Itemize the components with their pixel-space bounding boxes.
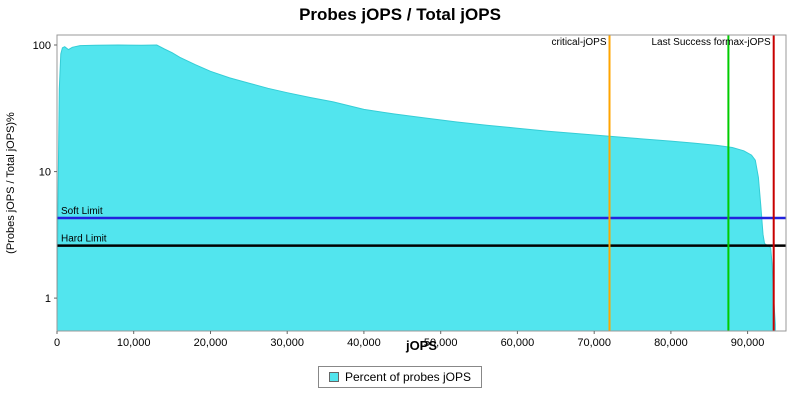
legend: Percent of probes jOPS	[317, 366, 483, 388]
marker-label: max-jOPS	[725, 37, 771, 48]
plot-svg: Soft Limit Hard Limit critical-jOPS Last Su…	[5, 34, 787, 349]
x-tick-label: 40,000	[347, 337, 381, 349]
marker-label: critical-jOPS	[551, 37, 606, 48]
plot-border	[56, 34, 787, 332]
x-tick-label: 70,000	[577, 337, 611, 349]
y-tick-label: 100	[33, 40, 51, 52]
x-tick-label: 60,000	[501, 337, 535, 349]
x-tick-label: 30,000	[270, 337, 304, 349]
x-tick-label: 10,000	[117, 337, 151, 349]
x-tick-label: 20,000	[194, 337, 228, 349]
x-tick-label: 0	[54, 337, 60, 349]
chart-title: Probes jOPS / Total jOPS	[299, 5, 501, 24]
limit-label: Hard Limit	[61, 234, 107, 245]
x-tick-label: 90,000	[731, 337, 765, 349]
legend-swatch	[328, 372, 339, 382]
x-tick-label: 50,000	[424, 337, 458, 349]
probes-area	[56, 44, 776, 332]
limit-label: Soft Limit	[61, 206, 103, 217]
x-tick-label: 80,000	[654, 337, 688, 349]
marker-label: Last Success for	[651, 37, 726, 48]
y-axis-label: (Probes jOPS / Total jOPS)%	[5, 112, 17, 254]
y-tick-label: 1	[45, 293, 51, 305]
x-axis-label: jOPS	[405, 338, 438, 353]
y-tick-label: 10	[39, 167, 51, 179]
legend-label: Percent of probes jOPS	[344, 370, 472, 384]
legend-wrap: Percent of probes jOPS	[0, 366, 800, 388]
